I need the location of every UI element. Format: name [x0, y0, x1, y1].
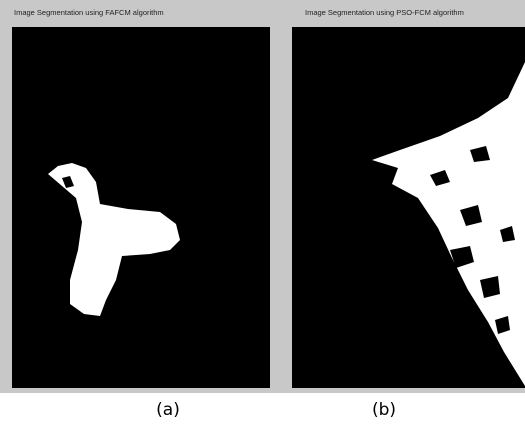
panel-b: Image Segmentation using PSO-FCM algorit… [292, 8, 525, 388]
panel-title: Image Segmentation using PSO-FCM algorit… [305, 8, 464, 17]
caption: (b) [372, 400, 396, 420]
caption: (a) [156, 400, 180, 420]
segmented-image [12, 27, 270, 388]
panel-title: Image Segmentation using FAFCM algorithm [14, 8, 164, 17]
page: Image Segmentation using FAFCM algorithm… [0, 0, 525, 428]
panel-a: Image Segmentation using FAFCM algorithm [12, 8, 270, 388]
figure: Image Segmentation using FAFCM algorithm… [0, 0, 525, 428]
